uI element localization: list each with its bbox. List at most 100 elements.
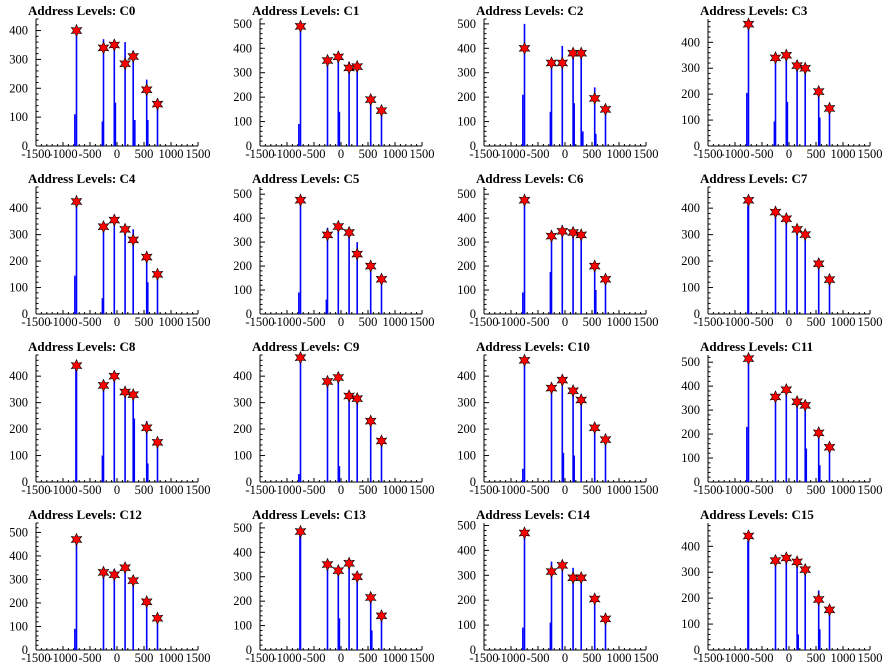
y-tick-label: 300: [233, 396, 252, 410]
chart-C12: Address Levels: C12 0 100 200 300 400 500 -1500…: [9, 507, 211, 665]
peak-marker: [351, 391, 364, 406]
y-tick-label: 300: [681, 61, 700, 75]
y-tick-label: 500: [457, 17, 476, 31]
x-tick-label: -500: [527, 315, 550, 329]
peak-marker: [70, 23, 83, 38]
y-tick-label: 100: [681, 281, 700, 295]
y-tick-label: 300: [233, 66, 252, 80]
x-tick-label: -1000: [48, 651, 77, 665]
peak-marker: [599, 432, 612, 447]
peak-marker: [599, 102, 612, 117]
y-tick-label: 400: [457, 543, 476, 557]
y-tick-label: 200: [681, 87, 700, 101]
x-tick-label: 500: [359, 147, 378, 161]
peak-marker: [97, 565, 110, 580]
peak-marker: [151, 435, 164, 450]
x-tick-label: 1500: [410, 483, 435, 497]
peak-marker: [332, 219, 345, 234]
chart-C10: Address Levels: C10 0 100 200 300 400 -1500-10…: [457, 339, 658, 497]
chart-C0: Address Levels: C0 0 100 200 300 400 -1500-100…: [9, 3, 210, 161]
y-tick-label: 200: [681, 427, 700, 441]
y-tick-label: 200: [233, 90, 252, 104]
peak-marker: [351, 569, 364, 584]
peak-marker: [812, 426, 825, 440]
y-tick-label: 500: [233, 187, 252, 201]
peak-marker: [321, 228, 334, 242]
x-tick-label: -1500: [469, 483, 498, 497]
y-tick-label: 0: [470, 643, 476, 657]
x-tick-label: -1000: [720, 315, 749, 329]
x-tick-label: 1000: [159, 483, 184, 497]
peak-marker: [791, 394, 803, 409]
chart-title: Address Levels: C10: [476, 339, 590, 354]
x-tick-label: 1500: [634, 651, 659, 665]
y-tick-label: 400: [681, 379, 700, 393]
x-tick-label: 1000: [159, 147, 184, 161]
x-tick-label: -1500: [693, 651, 722, 665]
x-tick-label: -500: [527, 483, 550, 497]
chart-title: Address Levels: C13: [252, 507, 366, 522]
peak-marker: [769, 390, 782, 404]
y-tick-label: 200: [681, 591, 700, 605]
x-tick-label: 1500: [186, 651, 211, 665]
y-tick-label: 400: [233, 369, 252, 383]
peak-marker: [791, 555, 803, 569]
chart-title: Address Levels: C4: [28, 171, 136, 186]
y-tick-label: 300: [681, 403, 700, 417]
y-tick-label: 100: [457, 449, 476, 463]
y-tick-label: 100: [457, 115, 476, 129]
x-tick-label: 0: [114, 651, 120, 665]
y-tick-label: 200: [9, 254, 28, 268]
peak-marker: [294, 19, 307, 34]
x-tick-label: -500: [303, 651, 326, 665]
x-tick-label: -1000: [496, 147, 525, 161]
y-tick-label: 500: [457, 187, 476, 201]
chart-title: Address Levels: C11: [700, 339, 813, 354]
y-tick-label: 400: [681, 201, 700, 215]
x-tick-label: 1500: [634, 147, 659, 161]
peak-marker: [108, 567, 121, 582]
x-tick-label: 500: [135, 651, 154, 665]
x-tick-label: 1500: [410, 651, 435, 665]
x-tick-label: -1000: [720, 651, 749, 665]
x-tick-label: -500: [303, 483, 326, 497]
y-tick-label: 0: [246, 475, 252, 489]
peak-marker: [791, 222, 803, 237]
peak-marker: [70, 532, 83, 547]
chart-title: Address Levels: C2: [476, 3, 583, 18]
peak-marker: [321, 374, 334, 389]
peak-marker: [823, 101, 836, 116]
x-tick-label: 0: [786, 147, 792, 161]
x-tick-label: 0: [562, 147, 568, 161]
peak-marker: [769, 51, 782, 65]
x-tick-label: 1000: [383, 315, 408, 329]
peak-marker: [545, 564, 558, 579]
peak-marker: [119, 56, 131, 71]
peak-marker: [332, 50, 345, 64]
x-tick-label: 0: [786, 315, 792, 329]
peak-marker: [823, 603, 836, 617]
x-tick-label: -1500: [21, 651, 50, 665]
x-tick-label: -1000: [720, 147, 749, 161]
y-tick-label: 300: [233, 570, 252, 584]
y-tick-label: 0: [470, 139, 476, 153]
y-tick-label: 100: [681, 451, 700, 465]
x-tick-label: -1000: [48, 483, 77, 497]
peak-marker: [742, 529, 755, 543]
peak-marker: [567, 383, 579, 398]
peak-marker: [799, 61, 812, 75]
x-tick-label: -500: [527, 651, 550, 665]
x-tick-label: -1500: [469, 651, 498, 665]
x-tick-label: 500: [807, 483, 826, 497]
x-tick-label: -1000: [496, 483, 525, 497]
x-tick-label: -1000: [272, 651, 301, 665]
peak-marker: [364, 414, 377, 428]
peak-marker: [742, 17, 755, 31]
x-tick-label: 1000: [831, 483, 856, 497]
y-tick-label: 200: [233, 594, 252, 608]
y-tick-label: 400: [9, 549, 28, 563]
peak-marker: [545, 56, 558, 70]
y-tick-label: 0: [22, 643, 28, 657]
chart-C3: Address Levels: C3 0 100 200 300 400 -1500-100…: [681, 3, 882, 161]
x-tick-label: -500: [751, 651, 774, 665]
